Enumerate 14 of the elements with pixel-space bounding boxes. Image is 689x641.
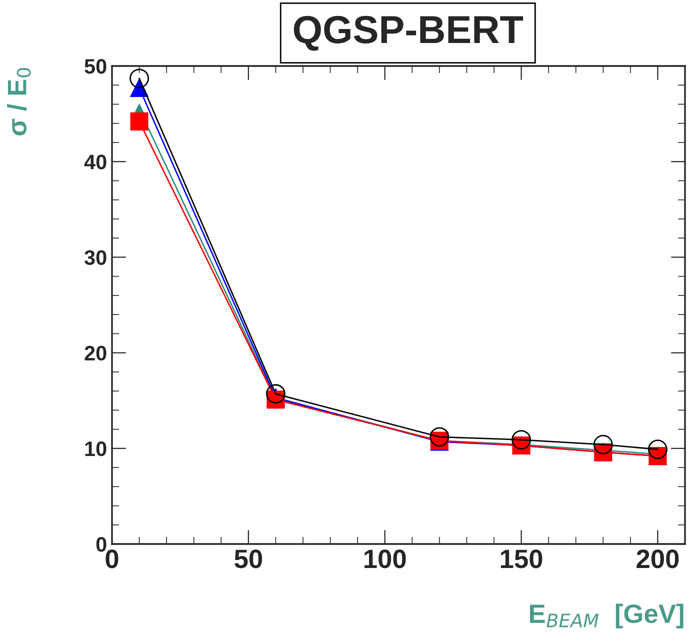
y-tick-label: 0 xyxy=(96,537,106,552)
y-tick-label: 50 xyxy=(84,59,106,74)
y-tick-label: 20 xyxy=(84,346,106,361)
x-axis-title: E$_{BEAM}$ [GeV] xyxy=(530,604,684,628)
x-tick-label: 50 xyxy=(234,550,262,568)
x-tick-label: 150 xyxy=(500,550,542,568)
x-tick-label: 0 xyxy=(106,550,118,568)
y-axis-title: σ / E$_{0}$ xyxy=(7,68,31,136)
x-tick-label: 200 xyxy=(636,550,679,568)
y-tick-label: 40 xyxy=(84,154,106,170)
y-tick-label: 30 xyxy=(84,250,106,265)
y-tick-label: 10 xyxy=(85,441,106,456)
x-tick-label: 100 xyxy=(364,550,406,568)
chart-title: QGSP-BERT xyxy=(294,16,524,51)
